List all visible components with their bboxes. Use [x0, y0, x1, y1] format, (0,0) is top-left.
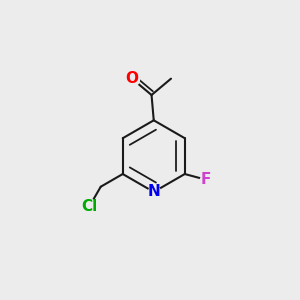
Text: O: O: [126, 71, 139, 86]
Text: Cl: Cl: [81, 199, 97, 214]
Text: F: F: [201, 172, 211, 187]
Text: N: N: [147, 184, 160, 200]
